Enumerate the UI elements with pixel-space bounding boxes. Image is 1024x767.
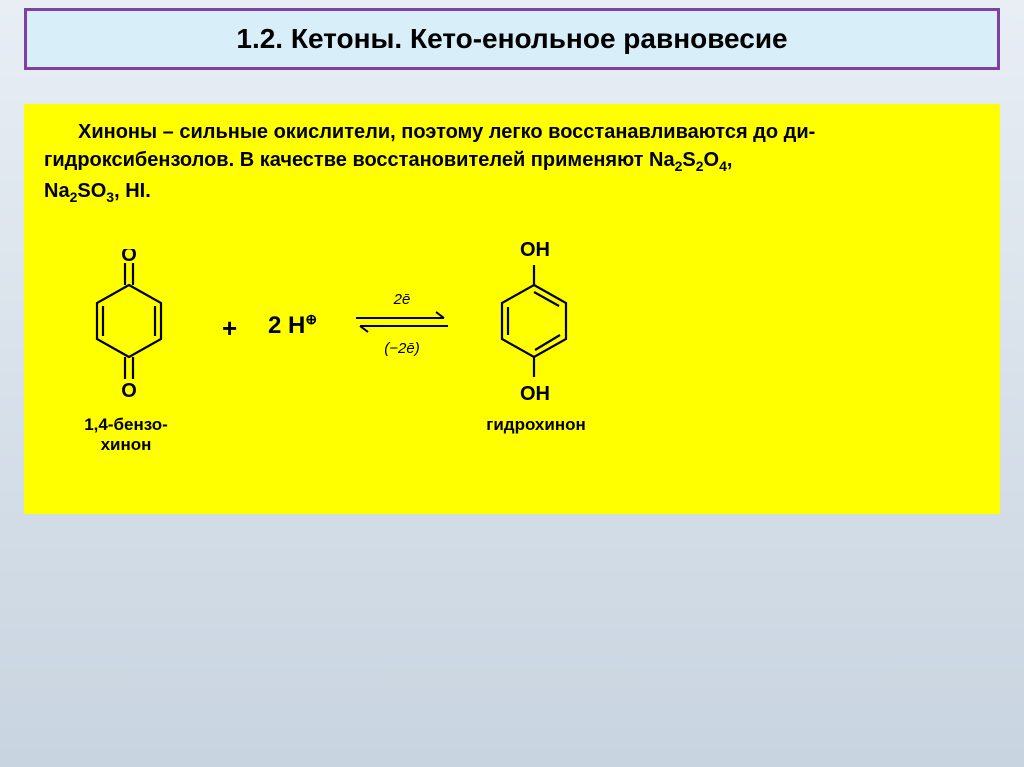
equilibrium-arrow: 2ē (−2ē) [352, 291, 452, 357]
content-panel: Хиноны – сильные окислители, поэтому лег… [24, 104, 1000, 514]
reagent-main: 2 H [268, 312, 305, 339]
desc-line3a: Na [44, 180, 70, 202]
benzoquinone-structure: O O [84, 249, 174, 404]
benzoquinone-label: 1,4-бензо- хинон [62, 415, 190, 455]
plus-sign: + [222, 313, 237, 344]
svg-text:O: O [121, 380, 137, 399]
hydroquinone-label: гидрохинон [476, 415, 596, 435]
arrow-top-label: 2ē [352, 291, 452, 308]
arrow-bottom-label: (−2ē) [352, 340, 452, 357]
description-text: Хиноны – сильные окислители, поэтому лег… [44, 118, 980, 207]
reagent-2h: 2 H⊕ [268, 311, 317, 340]
reaction-scheme: O O 1,4-бензо- хинон + 2 H⊕ 2ē (−2ē) [44, 231, 980, 501]
hydroquinone-structure: OH OH [484, 237, 584, 418]
desc-line2a: гидроксибензолов. В качестве восстановит… [44, 149, 675, 171]
page-title: 1.2. Кетоны. Кето-енольное равновесие [43, 23, 981, 55]
svg-text:O: O [121, 249, 137, 266]
oh-bottom: OH [520, 383, 550, 406]
desc-line2b: , [727, 149, 733, 171]
title-box: 1.2. Кетоны. Кето-енольное равновесие [24, 8, 1000, 70]
desc-line1: Хиноны – сильные окислители, поэтому лег… [78, 121, 815, 143]
desc-line3b: , HI. [114, 180, 151, 202]
oh-top: OH [520, 239, 550, 262]
reagent-sup: ⊕ [305, 311, 317, 327]
